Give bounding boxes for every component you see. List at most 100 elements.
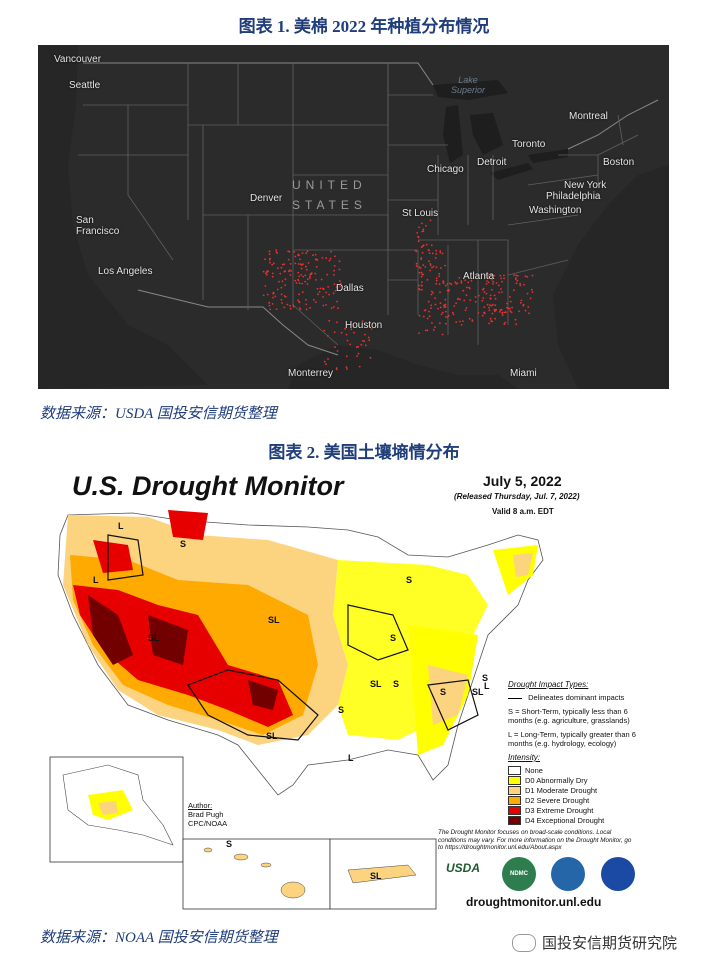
cotton-dot [369,356,372,359]
intensity-heading: Intensity: [508,753,541,762]
cotton-dot [421,230,424,233]
cotton-dot [493,308,496,311]
cotton-dot [430,304,432,307]
cotton-dot [439,302,442,305]
cotton-dot [528,312,530,315]
cotton-dot [438,272,441,275]
cotton-dot [333,306,335,308]
cotton-dot [346,339,349,342]
cotton-dot [422,315,425,318]
cotton-dot [444,305,447,308]
cotton-dot [416,232,419,234]
cotton-dot [300,264,303,266]
impact-type-label: SL [266,731,278,741]
cotton-dot [305,252,308,255]
cotton-dot [490,274,493,276]
cotton-dot [442,280,445,283]
cotton-dot [491,320,494,323]
cotton-dot [493,294,496,297]
cotton-dot [292,304,295,307]
cotton-dot [468,317,471,320]
cotton-dot [323,329,326,332]
cotton-dot [431,322,433,324]
cotton-dot [465,294,468,297]
cotton-dot [305,298,307,301]
cotton-dot [440,267,442,269]
cotton-dot [516,279,519,282]
cotton-dot [492,303,494,306]
intensity-label: D1 Moderate Drought [525,786,598,795]
cotton-dot [315,279,317,281]
cotton-dot [370,328,373,330]
cotton-dot [467,281,470,284]
impact-type-label: SL [148,633,160,643]
cotton-dot [309,277,311,279]
impact-type-label: S [338,705,345,715]
cotton-dot [493,310,496,313]
cotton-dot [335,368,338,371]
cotton-dot [357,352,360,355]
city-miami: Miami [510,368,537,379]
cotton-dot [497,284,500,287]
cotton-dot [424,309,427,311]
city-dallas: Dallas [336,283,364,294]
cotton-dot [276,288,279,291]
cotton-dot [482,297,485,299]
cotton-dot [288,270,290,273]
cotton-dot [422,264,425,267]
cotton-dot [428,252,431,255]
cotton-dot [264,258,266,261]
cotton-dot [418,266,421,268]
cotton-dot [325,291,328,294]
cotton-dot [288,269,291,271]
cotton-dot [333,274,335,276]
impact-type-label: S [440,687,447,697]
cotton-dot [509,300,512,303]
cotton-dot [326,335,329,337]
cotton-dot [527,306,530,308]
cotton-dot [289,274,292,276]
cotton-dot [421,222,423,225]
cotton-dot [346,368,348,370]
cotton-dot [462,320,464,322]
cotton-dot [451,311,454,314]
cotton-dot [328,293,330,296]
cotton-dot [460,324,463,326]
cotton-dot [415,262,418,265]
cotton-dot [297,278,299,281]
cotton-dot [500,291,503,293]
cotton-dot [420,271,423,274]
cotton-dot [363,340,366,342]
cotton-dot [302,275,305,278]
cotton-dot [345,366,348,368]
cotton-dot [524,275,527,278]
impact-short-term: S = Short-Term, typically less than 6 mo… [508,707,630,725]
drought-map-svg [49,510,544,910]
cotton-dot [503,274,505,277]
cotton-dot [280,286,283,289]
cotton-dot [281,263,284,266]
cotton-dot [444,310,447,313]
cotton-dot [446,289,449,292]
cotton-dot [426,317,429,320]
cotton-dot [455,321,458,324]
cotton-dot [486,280,488,282]
cotton-dot [531,288,533,291]
cotton-dot [280,293,283,296]
cotton-dot [299,258,301,261]
city-philadelphia: Philadelphia [546,191,601,202]
cotton-dot [500,277,503,280]
cotton-dot [503,277,505,280]
cotton-dot [441,311,444,314]
cotton-dot [435,282,438,285]
cotton-dot [500,288,502,290]
cotton-dot [268,304,271,307]
cotton-dot [446,283,449,285]
cotton-dot [491,278,493,281]
cotton-dot [420,284,423,287]
cotton-dot [439,250,442,252]
cotton-dot [266,293,269,296]
cotton-dot [459,320,461,323]
cotton-dot [417,235,419,238]
cotton-dot [272,296,274,299]
